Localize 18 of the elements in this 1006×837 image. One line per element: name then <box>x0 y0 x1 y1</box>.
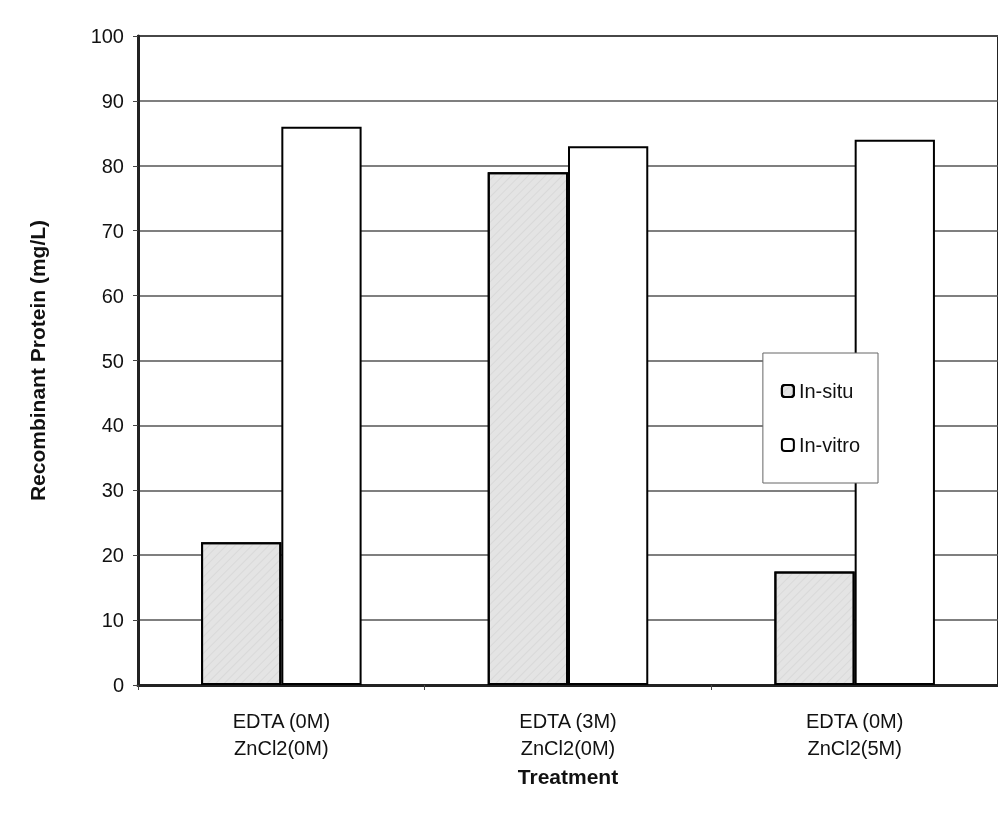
x-tick-label: EDTA (0M) ZnCl2(0M) <box>232 709 331 759</box>
y-tick-label: 0 <box>112 674 124 696</box>
y-tick-label: 90 <box>101 89 124 112</box>
x-tick-label: EDTA (0M) ZnCl2(5M) <box>805 709 904 759</box>
y-tick-label: 100 <box>90 25 124 47</box>
y-tick-label: 10 <box>101 609 124 632</box>
y-tick-label: 80 <box>101 154 124 177</box>
y-tick-label: 20 <box>101 544 124 567</box>
x-axis-title: Treatment <box>517 764 619 788</box>
y-tick-label: 50 <box>101 349 124 372</box>
x-tick-label: EDTA (3M) ZnCl2(0M) <box>519 709 617 759</box>
legend-label: In-situ <box>798 380 854 402</box>
y-tick-label: 60 <box>101 284 124 307</box>
legend-label: In-vitro <box>798 434 860 456</box>
y-tick-label: 70 <box>101 219 124 242</box>
y-tick-label: 40 <box>101 414 124 437</box>
y-axis-title: Recombinant Protein (mg/L) <box>26 219 49 502</box>
y-tick-label: 30 <box>101 479 124 502</box>
